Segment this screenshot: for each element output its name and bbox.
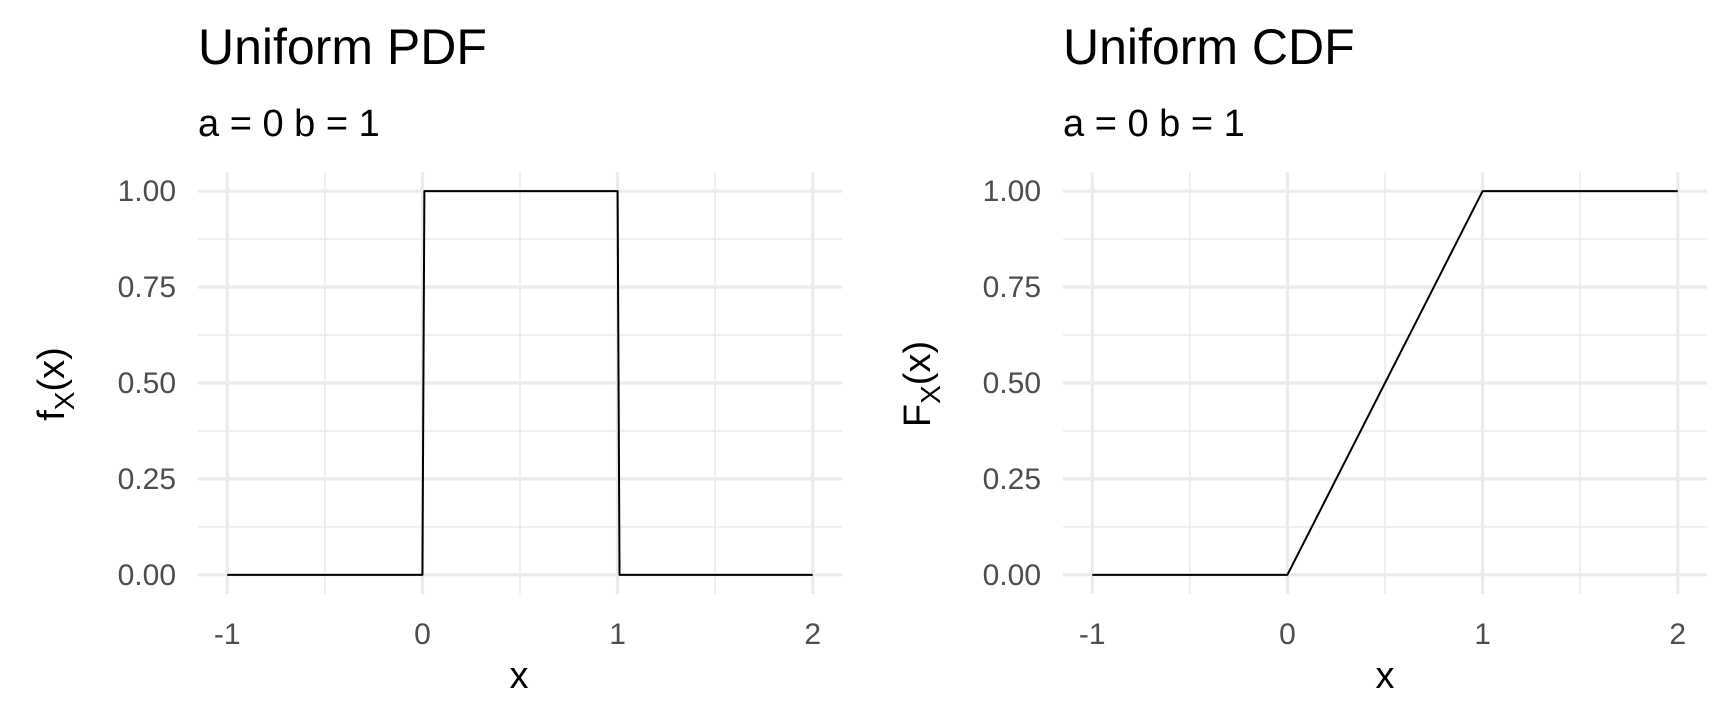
cdf-x-ticks: -1 0 1 2 [1079, 618, 1686, 651]
cdf-x-tick-label: 1 [1474, 618, 1491, 651]
pdf-y-axis-title-sub: X [49, 391, 80, 410]
cdf-y-tick-label: 0.75 [983, 271, 1041, 304]
pdf-title: Uniform PDF [198, 19, 487, 75]
pdf-x-tick-label: 0 [414, 618, 431, 651]
pdf-y-tick-label: 1.00 [118, 175, 176, 208]
pdf-y-axis-title-arg: (x) [31, 347, 73, 391]
pdf-y-axis-title: fX(x) [31, 347, 80, 421]
pdf-x-axis-title: x [510, 655, 529, 697]
cdf-y-axis-title-sub: X [915, 385, 946, 404]
cdf-y-tick-label: 0.25 [983, 463, 1041, 496]
pdf-panel: Uniform PDF a = 0 b = 1 0.00 0.25 0.50 0.75… [31, 19, 842, 697]
pdf-y-tick-label: 0.25 [118, 463, 176, 496]
cdf-y-axis-title-base: F [897, 404, 939, 427]
cdf-x-axis-title: x [1376, 655, 1395, 697]
pdf-series-layer [227, 190, 813, 576]
pdf-series-line [227, 190, 813, 576]
cdf-y-tick-label: 0.50 [983, 367, 1041, 400]
cdf-y-tick-label: 1.00 [983, 175, 1041, 208]
cdf-title: Uniform CDF [1063, 19, 1355, 75]
cdf-y-axis-title-arg: (x) [897, 341, 939, 385]
pdf-y-tick-label: 0.75 [118, 271, 176, 304]
pdf-grid [198, 172, 842, 594]
cdf-x-tick-label: 2 [1669, 618, 1686, 651]
cdf-subtitle: a = 0 b = 1 [1063, 103, 1245, 145]
pdf-x-tick-label: -1 [214, 618, 241, 651]
cdf-y-ticks: 0.00 0.25 0.50 0.75 1.00 [983, 175, 1041, 592]
cdf-y-axis-title: FX(x) [897, 341, 946, 427]
pdf-x-tick-label: 1 [609, 618, 626, 651]
cdf-series-line [1092, 190, 1678, 576]
pdf-y-axis-title-base: f [31, 410, 73, 421]
pdf-x-tick-label: 2 [804, 618, 821, 651]
pdf-subtitle: a = 0 b = 1 [198, 103, 380, 145]
cdf-y-tick-label: 0.00 [983, 559, 1041, 592]
cdf-x-tick-label: -1 [1079, 618, 1106, 651]
pdf-x-ticks: -1 0 1 2 [214, 618, 821, 651]
cdf-x-tick-label: 0 [1279, 618, 1296, 651]
pdf-y-ticks: 0.00 0.25 0.50 0.75 1.00 [118, 175, 176, 592]
cdf-series-layer [1092, 190, 1678, 576]
cdf-panel: Uniform CDF a = 0 b = 1 0.00 0.25 0.50 0.75… [897, 19, 1707, 697]
pdf-y-tick-label: 0.50 [118, 367, 176, 400]
pdf-y-tick-label: 0.00 [118, 559, 176, 592]
